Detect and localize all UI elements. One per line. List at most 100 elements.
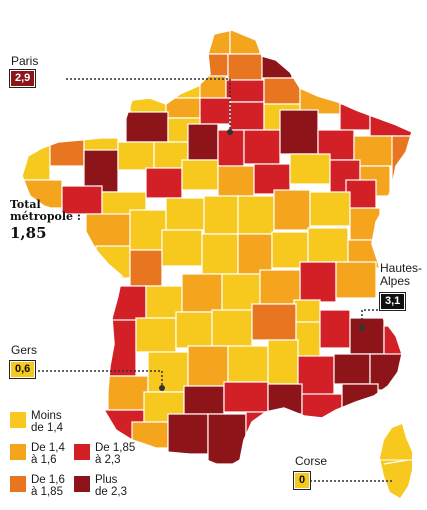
departement-45: [129, 209, 167, 251]
legend-swatch: [10, 412, 26, 428]
departement-87: [183, 385, 225, 415]
departement-58: [307, 227, 349, 263]
legend-item-1-4-1-6: De 1,4 à 1,6: [10, 442, 65, 466]
departement-49: [273, 189, 311, 231]
departement-47: [203, 195, 239, 235]
dept-corse-nord: [380, 424, 412, 461]
departement-30: [243, 129, 281, 165]
departement-36: [145, 167, 183, 199]
departement-93: [167, 413, 209, 455]
hautes-alpes-leader-line: [361, 309, 378, 326]
departement-29: [217, 129, 245, 167]
departement-89: [267, 383, 303, 415]
legend-item-1-85-2-3: De 1,85 à 2,3: [74, 442, 135, 466]
legend-text-line1: De 1,4: [31, 442, 65, 454]
departement-12: [199, 97, 231, 125]
departement-5: [261, 55, 293, 79]
legend-item-lt-1-4: Moins de 1,4: [10, 410, 63, 434]
departement-52: [95, 245, 131, 279]
total-label-line2: métropole :: [10, 210, 81, 223]
legend-item-1-6-1-85: De 1,6 à 1,85: [10, 474, 65, 498]
paris-leader-line: [66, 78, 231, 130]
total-value: 1,85: [10, 224, 47, 242]
departement-56: [237, 233, 273, 275]
gers-label: Gers: [11, 343, 38, 357]
departement-92: [131, 421, 169, 449]
total-label-line1: Total: [10, 198, 41, 211]
departement-71: [211, 309, 253, 347]
legend-text-line1: Moins: [31, 410, 62, 422]
departement-37: [181, 159, 219, 191]
departement-48: [237, 195, 275, 235]
departement-38: [217, 165, 255, 197]
paris-value-badge: 2,9: [10, 70, 36, 87]
departement-78: [147, 351, 189, 393]
departement-50: [309, 191, 351, 227]
legend-item-gt-2-3: Plus de 2,3: [74, 474, 127, 498]
departement-72: [251, 303, 297, 341]
paris-label: Paris: [11, 54, 39, 68]
departement-62: [111, 285, 147, 323]
departement-70: [175, 311, 213, 349]
gers-value-badge: 0,6: [10, 361, 36, 378]
departement-60: [299, 261, 337, 303]
departement-4: [227, 53, 263, 81]
departement-26: [117, 141, 155, 171]
departement-53: [129, 249, 163, 287]
legend-swatch: [74, 476, 90, 492]
departement-9: [263, 77, 301, 105]
hautes-alpes-leader-dot: [359, 325, 365, 331]
corse-label: Corse: [295, 454, 328, 468]
departement-81: [267, 339, 299, 385]
departement-88: [223, 381, 269, 413]
legend-text-line1: Plus: [95, 474, 118, 486]
legend-text-line2: de 1,4: [31, 422, 63, 434]
gers-leader-line: [38, 370, 163, 386]
departement-77: [107, 375, 149, 411]
departement-90: [301, 393, 343, 419]
departement-73: [295, 321, 321, 359]
departement-44: [85, 213, 131, 249]
hautes-alpes-value-badge: 3,1: [380, 293, 406, 310]
departement-23: [83, 149, 119, 193]
departement-83: [333, 353, 371, 385]
departement-69: [135, 317, 177, 353]
departement-13: [229, 101, 265, 131]
corse-island: [380, 424, 412, 498]
departement-16: [339, 103, 371, 131]
france-outline: [21, 29, 413, 469]
departement-74: [319, 309, 351, 349]
departement-40: [289, 153, 331, 185]
legend-text-line1: De 1,6: [31, 474, 65, 486]
legend-text-line1: De 1,85: [95, 442, 136, 454]
departement-43: [345, 179, 377, 211]
legend-swatch: [10, 476, 26, 492]
departement-33: [353, 135, 395, 167]
departement-75: [349, 317, 385, 355]
departement-82: [297, 355, 335, 397]
departement-18: [125, 111, 169, 143]
departement-2: [229, 30, 261, 55]
departement-3: [199, 53, 229, 77]
departement-95: [245, 411, 273, 453]
departement-80: [227, 345, 269, 383]
legend-text-line2: à 1,6: [31, 454, 57, 466]
paris-leader-dot: [227, 129, 233, 135]
departement-67: [293, 299, 321, 325]
departement-79: [187, 345, 229, 387]
departement-54: [161, 229, 203, 267]
departement-21: [49, 139, 85, 167]
departement-25: [61, 185, 103, 215]
legend-swatch: [74, 444, 90, 460]
corse-border: [383, 459, 409, 465]
metropole-departements: [22, 30, 412, 465]
gers-leader-dot: [159, 385, 165, 391]
departement-55: [201, 233, 239, 275]
legend-text-line2: de 2,3: [95, 486, 127, 498]
departement-31: [279, 109, 319, 155]
departement-66: [259, 269, 301, 305]
departement-8: [225, 79, 265, 103]
departement-46: [165, 197, 205, 231]
